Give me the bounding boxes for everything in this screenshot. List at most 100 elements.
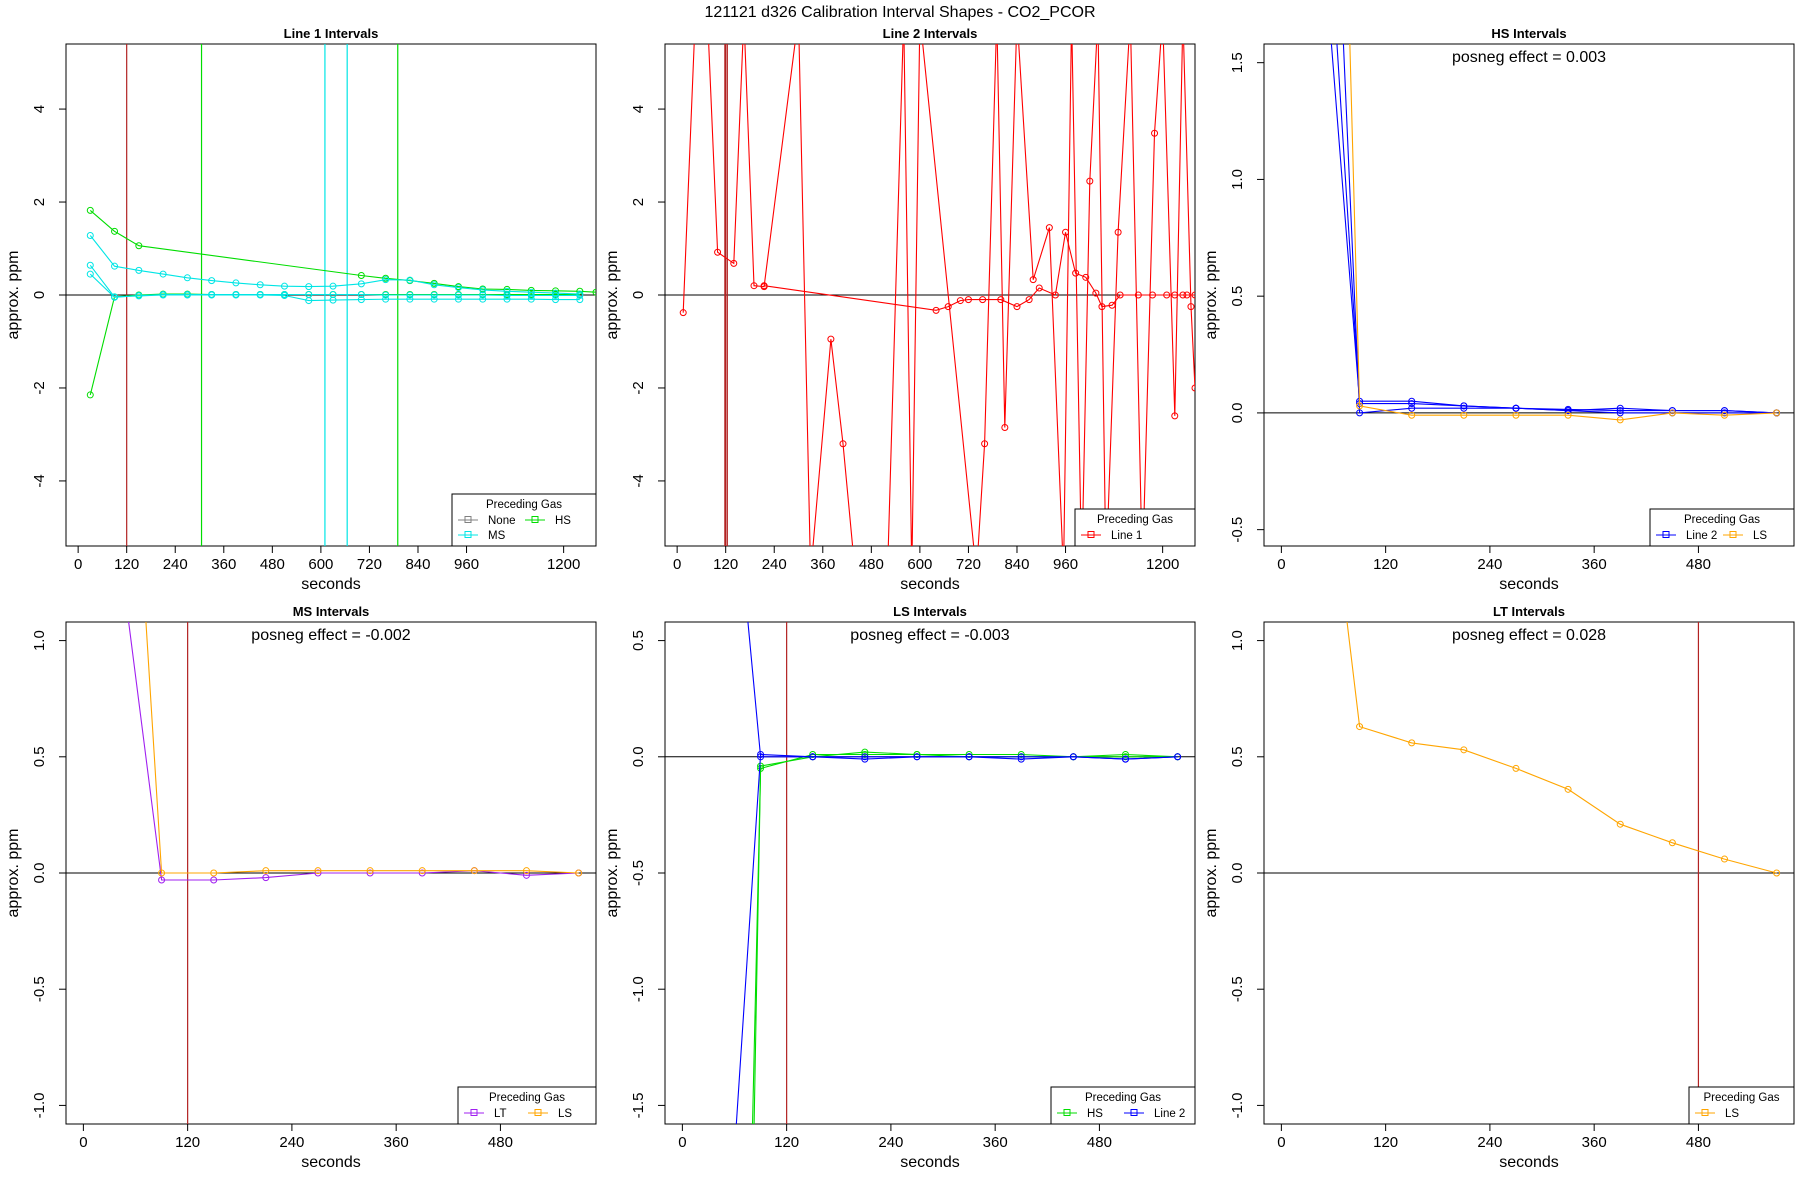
data-point [314,869,322,877]
legend: Preceding Gas Line 2 LS [1649,508,1795,547]
data-point [714,248,722,256]
legend-swatch-marker [1662,531,1670,538]
data-point [1092,289,1100,297]
data-point [430,291,438,299]
data-point [809,753,817,761]
x-tick-label: 0 [1277,1134,1285,1151]
legend: Preceding Gas None HS MS [451,493,597,547]
chart-panel-6: LT Intervals 0 120 240 360 480 seconds -1.0 -0.5… [1203,604,1795,1171]
data-point [1017,753,1025,761]
y-axis-label: approx. ppm [1203,829,1220,918]
data-point [760,282,768,290]
y-tick-label: 1.0 [1229,169,1246,190]
posneg-annotation: posneg effect = 0.028 [1452,627,1606,644]
data-point [1668,409,1676,417]
data-point [1017,750,1025,758]
data-point [1564,411,1572,419]
legend-swatch-marker [1087,531,1095,538]
x-tick-label: 120 [175,1134,200,1151]
data-point [1408,400,1416,408]
panel-title: LS Intervals [893,604,967,619]
x-tick-label: 360 [810,556,835,573]
data-point [232,291,240,299]
x-tick-label: 720 [956,556,981,573]
data-point [1356,402,1364,410]
data-point [1512,404,1520,412]
legend-entry-label: HS [555,515,571,527]
data-point [1408,404,1416,412]
x-tick-label: 480 [1686,1134,1711,1151]
data-point [1035,284,1043,292]
data-point [470,867,478,875]
data-point [503,287,511,295]
y-tick-label: 0.5 [31,746,48,767]
legend-entry-label: LS [558,1108,572,1120]
x-tick-label: 480 [1087,1134,1112,1151]
data-point [366,869,374,877]
data-point [256,291,264,299]
plot-area [665,44,1195,546]
y-tick-label: 1.0 [31,630,48,651]
x-tick-label: 480 [1686,556,1711,573]
data-point [1151,129,1159,137]
data-point [111,227,119,235]
y-tick-label: -0.5 [630,860,647,886]
figure-title: 121121 d326 Calibration Interval Shapes … [704,4,1095,21]
x-tick-label: 480 [859,556,884,573]
data-point [750,282,758,290]
data-point [944,303,952,311]
y-tick-label: 4 [630,105,647,113]
y-tick-label: -0.5 [1229,517,1246,543]
data-point [479,295,487,303]
y-axis-label: approx. ppm [5,829,22,918]
series-line [89,209,596,293]
data-point [965,750,973,758]
y-tick-label: -2 [31,381,48,394]
series-line [1336,44,1777,414]
data-point [406,295,414,303]
legend-swatch-marker [1063,1109,1071,1116]
data-point [1072,269,1080,277]
legend-entry-label: Line 1 [1111,530,1142,542]
data-point [1460,411,1468,419]
data-point [111,293,119,301]
data-point [592,288,596,296]
legend-box [1074,508,1196,547]
x-tick-label: 0 [74,556,82,573]
data-point [1174,753,1182,761]
data-point [357,271,365,279]
legend-swatch-marker [1130,1109,1138,1116]
data-point [1025,296,1033,304]
data-point [406,291,414,299]
data-point [262,867,270,875]
data-point [232,279,240,287]
data-point [1069,753,1077,761]
panel-title: MS Intervals [293,604,370,619]
legend-swatch-marker [1729,531,1737,538]
plot-area [66,44,596,546]
data-point [329,291,337,299]
data-point [1121,755,1129,763]
data-point [1512,411,1520,419]
legend: Preceding Gas LS [1688,1086,1795,1125]
y-tick-label: 0 [31,291,48,299]
panel-title: Line 2 Intervals [883,26,978,41]
y-tick-label: 0.5 [1229,746,1246,767]
data-point [576,287,584,295]
chart-panel-3: HS Intervals 0 120 240 360 480 seconds -0.5 0.0 0… [1203,26,1795,593]
data-point [357,296,365,304]
data-point [86,261,94,269]
data-point [1512,764,1520,772]
data-point [1773,409,1781,417]
data-point [979,296,987,304]
legend-box [457,1086,597,1125]
data-point [552,287,560,295]
series-line [89,273,580,298]
y-tick-label: 0.5 [630,630,647,651]
data-point [382,276,390,284]
data-point [262,874,270,882]
data-point [1408,411,1416,419]
x-tick-label: 840 [405,556,430,573]
data-point [1121,753,1129,761]
chart-panel-4: MS Intervals 0 120 240 360 480 seconds -1.0 -0.5… [5,604,597,1171]
